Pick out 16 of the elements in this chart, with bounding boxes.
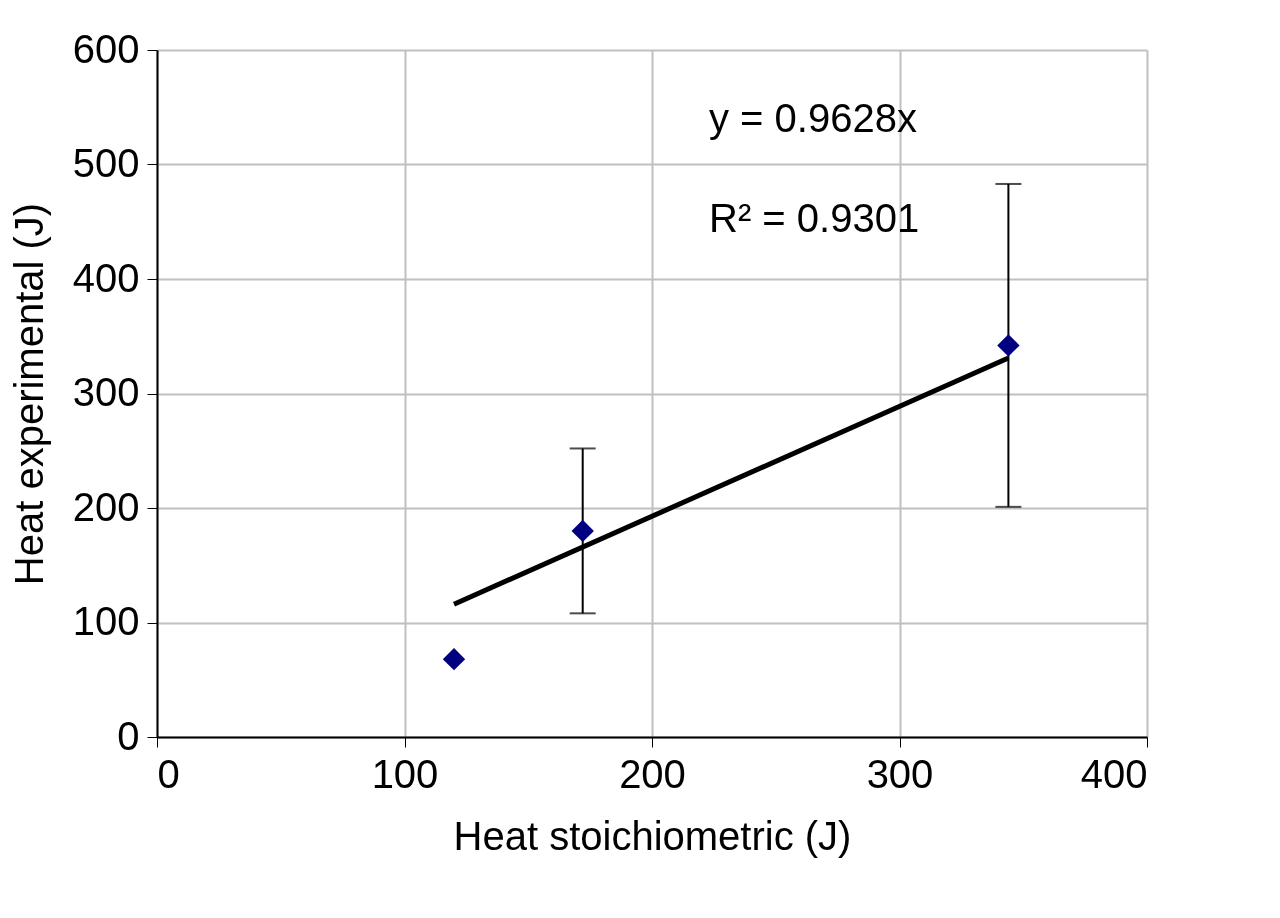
annotation: R² = 0.9301 — [709, 196, 920, 240]
y-tick-label: 100 — [72, 599, 140, 643]
x-tick-label: 300 — [866, 751, 934, 796]
y-tick-label: 400 — [72, 255, 140, 300]
y-tick-label: 200 — [72, 484, 140, 529]
x-axis-title: Heat stoichiometric (J) — [453, 813, 852, 858]
y-tick-label: 300 — [72, 370, 140, 414]
x-tick-label: 100 — [371, 751, 439, 796]
y-tick-label: 500 — [72, 141, 140, 185]
x-tick-label: 400 — [1080, 751, 1148, 796]
x-tick-label: 0 — [157, 751, 180, 796]
x-tick-label: 200 — [619, 751, 686, 796]
annotation: y = 0.9628x — [709, 96, 917, 140]
y-axis-title: Heat experimental (J) — [6, 202, 51, 586]
y-tick-label: 600 — [72, 26, 140, 71]
y-tick-label: 0 — [117, 713, 140, 758]
